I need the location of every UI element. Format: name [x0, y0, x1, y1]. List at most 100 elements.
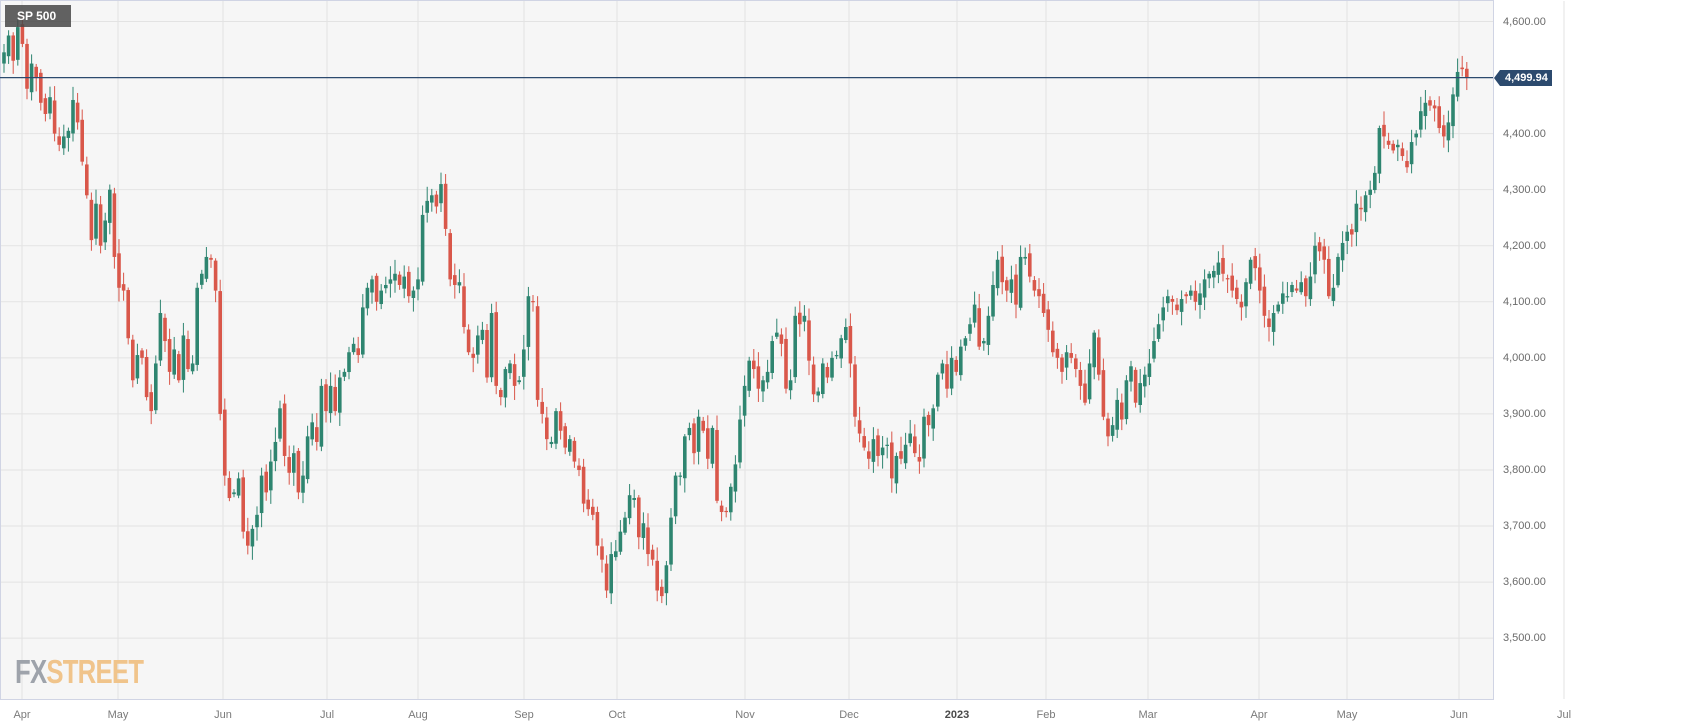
candle-up [384, 276, 388, 294]
symbol-badge: SP 500 [5, 5, 71, 27]
candle-down [397, 271, 402, 290]
candle-up [1290, 281, 1294, 298]
x-tick-label: May [1336, 709, 1358, 721]
candle-up [1248, 257, 1253, 290]
candle-up [135, 343, 140, 384]
candle-up [411, 286, 416, 312]
candle-down [1097, 329, 1101, 381]
x-tick-label: Mar [1138, 709, 1158, 721]
candle-up [816, 387, 820, 403]
candle-down [811, 356, 816, 402]
candle-up [338, 370, 342, 426]
candle-down [25, 38, 29, 100]
candle-down [857, 406, 862, 443]
candle-up [1423, 89, 1428, 130]
plot-area[interactable] [0, 0, 1494, 700]
candle-down [1060, 354, 1064, 384]
candle-up [733, 455, 738, 503]
candle-up [439, 172, 443, 212]
candle-down [52, 86, 57, 142]
candle-down [1101, 358, 1106, 421]
candle-down [1000, 245, 1004, 295]
candle-up [195, 282, 199, 371]
candle-up [1147, 349, 1152, 386]
candle-up [880, 436, 885, 469]
x-tick-label: Oct [608, 709, 626, 721]
candle-up [62, 124, 66, 155]
candle-down [701, 416, 705, 434]
candle-up [2, 44, 6, 73]
candle-down [98, 195, 103, 254]
candle-down [324, 379, 328, 423]
x-tick-label: Apr [13, 709, 31, 721]
candle-down [586, 489, 590, 516]
candle-up [16, 19, 20, 66]
candle-down [89, 192, 94, 251]
candle-up [1373, 166, 1377, 194]
candle-down [1359, 196, 1363, 221]
candle-up [1446, 110, 1451, 153]
candle-up [379, 284, 383, 310]
x-tick-label: Sep [514, 709, 534, 721]
y-tick-label: 3,600.00 [1503, 576, 1546, 589]
candle-up [788, 369, 793, 400]
candle-down [798, 301, 802, 337]
candle-down [1317, 236, 1322, 261]
candle-down [57, 127, 61, 152]
candle-down [186, 330, 190, 372]
candle-up [830, 351, 834, 382]
candle-down [241, 469, 245, 539]
candle-down [126, 287, 130, 345]
candle-up [273, 427, 278, 472]
candle-down [80, 109, 84, 166]
candle-up [834, 350, 839, 360]
candle-down [1262, 274, 1267, 328]
candle-up [936, 372, 940, 412]
candle-down [1014, 264, 1018, 319]
candle-down [604, 555, 609, 598]
candle-up [393, 259, 397, 293]
candle-down [637, 495, 641, 550]
candle-up [765, 359, 770, 389]
candle-up [1179, 290, 1184, 326]
candle-down [1304, 275, 1308, 307]
candle-down [1032, 276, 1037, 297]
candle-down [121, 272, 126, 301]
candle-up [1064, 345, 1069, 380]
candle-up [476, 325, 480, 364]
fxstreet-logo: FXSTREET [15, 653, 144, 690]
candle-down [1170, 295, 1175, 315]
candle-down [356, 336, 360, 363]
candle-down [1327, 246, 1331, 299]
candle-down [724, 507, 728, 518]
candle-up [618, 520, 623, 555]
candle-down [374, 273, 379, 311]
logo-fx-text: FX [15, 653, 47, 690]
candle-up [683, 434, 687, 493]
candle-up [1129, 360, 1133, 392]
candle-up [71, 86, 75, 142]
candle-up [250, 525, 255, 560]
candle-up [844, 318, 848, 344]
candle-up [269, 449, 273, 504]
candle-up [1271, 305, 1276, 346]
candle-down [954, 356, 958, 376]
candle-up [94, 189, 98, 245]
candle-up [48, 86, 52, 120]
candle-up [416, 267, 420, 301]
candle-down [296, 448, 301, 500]
candle-up [963, 335, 968, 351]
candle-up [678, 472, 682, 486]
candle-up [292, 445, 296, 486]
candle-down [531, 294, 535, 312]
candle-down [512, 353, 517, 400]
candle-down [163, 313, 167, 353]
candle-down [1193, 280, 1198, 311]
y-tick-label: 3,800.00 [1503, 463, 1546, 476]
candle-up [172, 336, 176, 379]
candle-up [1124, 375, 1129, 425]
x-tick-label: Jul [319, 709, 335, 721]
candle-up [1216, 251, 1221, 284]
x-tick-label: Jun [214, 709, 232, 721]
